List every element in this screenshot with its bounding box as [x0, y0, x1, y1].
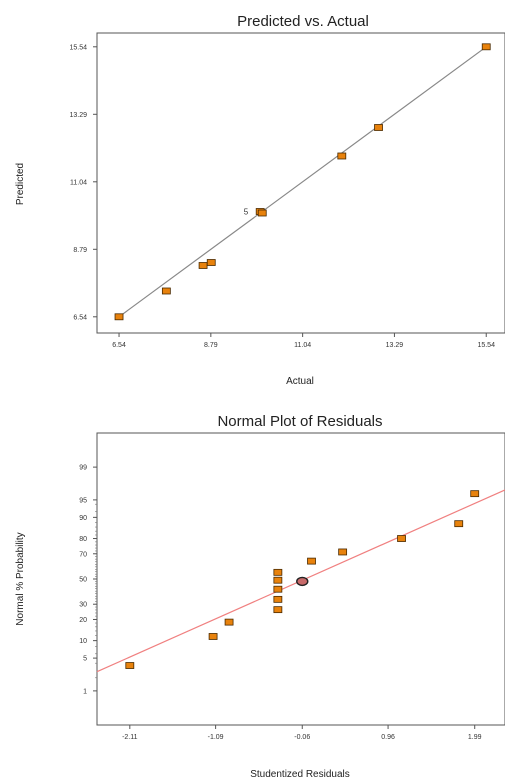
data-point: [198, 262, 208, 269]
chart2-x-axis-label: Studentized Residuals: [250, 769, 350, 780]
x-tick-label: -1.09: [208, 734, 224, 741]
x-tick-label: 15.54: [477, 342, 495, 349]
chart1-y-axis-label: Predicted: [15, 163, 26, 205]
chart2-title: Normal Plot of Residuals: [217, 413, 382, 430]
chart2-x-ticks: -2.11 -1.09 -0.06 0.96 1.99: [122, 725, 482, 741]
chart2-y-axis-label: Normal % Probability: [15, 532, 26, 625]
y-tick-label: 30: [79, 602, 87, 609]
chart1-y-ticks: 6.54 8.79 11.04 13.29 15.54: [69, 44, 97, 321]
y-tick-label: 5: [83, 656, 87, 663]
y-tick-label: 80: [79, 536, 87, 543]
y-tick-label: 90: [79, 515, 87, 522]
chart2-highlighted-point: [296, 576, 309, 587]
x-tick-label: 6.54: [112, 342, 126, 349]
data-point: [224, 618, 234, 626]
data-point: [161, 287, 171, 295]
data-point: [454, 520, 464, 528]
x-tick-label: 0.96: [381, 734, 395, 741]
data-point: [273, 568, 283, 576]
data-point: [337, 152, 347, 160]
data-point: [307, 557, 316, 565]
y-tick-label: 15.54: [69, 44, 87, 51]
x-tick-label: -0.06: [294, 734, 310, 741]
data-point: [397, 535, 406, 542]
data-point: [206, 259, 216, 266]
data-point: [125, 662, 135, 669]
chart2-points: [125, 490, 480, 669]
x-tick-label: 8.79: [204, 342, 218, 349]
chart1-reference-line: [118, 46, 487, 318]
chart1-x-ticks: 6.54 8.79 11.04 13.29 15.54: [112, 333, 495, 349]
predicted-vs-actual-chart: Predicted vs. Actual 6.54 8.79 11.04 13.29 1…: [15, 13, 505, 387]
y-tick-label: 70: [79, 551, 87, 558]
y-tick-label: 6.54: [73, 314, 87, 321]
data-point: [273, 595, 283, 603]
data-point: [257, 209, 267, 217]
data-point: [273, 585, 283, 593]
y-tick-label: 8.79: [73, 247, 87, 254]
y-tick-label: 50: [79, 577, 87, 584]
y-tick-label: 11.04: [70, 179, 87, 186]
data-point: [338, 548, 348, 556]
x-tick-label: -2.11: [122, 734, 138, 741]
data-point: [374, 124, 383, 131]
chart1-points: [114, 43, 491, 321]
y-tick-label: 10: [79, 638, 87, 645]
y-tick-label: 13.29: [69, 112, 87, 119]
chart2-y-ticks: 1 5 10 20 30 50 70 80 90 95 99: [79, 465, 97, 695]
y-tick-label: 20: [79, 617, 87, 624]
data-point: [273, 606, 283, 614]
y-tick-label: 1: [83, 688, 87, 695]
chart1-frame: [96, 32, 505, 334]
data-point: [481, 43, 491, 51]
y-tick-label: 99: [79, 465, 87, 472]
highlighted-data-point: [296, 576, 309, 587]
data-point: [208, 633, 218, 640]
normal-plot-of-residuals-chart: Normal Plot of Residuals -2.11 -1.09 -0.06…: [15, 413, 505, 780]
x-tick-label: 11.04: [294, 342, 311, 349]
point-count-label: 5: [244, 208, 249, 217]
chart1-title: Predicted vs. Actual: [237, 13, 369, 30]
data-point: [273, 576, 283, 584]
x-tick-label: 13.29: [386, 342, 404, 349]
data-point: [470, 490, 480, 498]
x-tick-label: 1.99: [468, 734, 482, 741]
diagonal-fit-line: [118, 46, 487, 318]
chart1-annotations: 5: [244, 208, 249, 217]
y-tick-label: 95: [79, 497, 87, 504]
data-point: [114, 313, 124, 321]
chart1-x-axis-label: Actual: [286, 376, 314, 387]
